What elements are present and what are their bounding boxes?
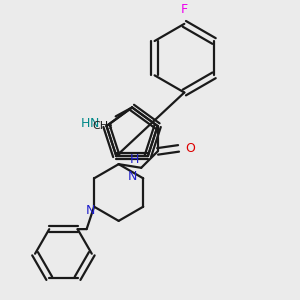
Text: H: H [81,116,90,130]
Text: CH₃: CH₃ [92,121,113,131]
Text: O: O [185,142,195,155]
Text: N: N [86,204,95,217]
Text: F: F [181,3,188,16]
Text: N: N [90,116,99,130]
Text: N: N [128,170,137,183]
Text: H: H [130,153,139,166]
